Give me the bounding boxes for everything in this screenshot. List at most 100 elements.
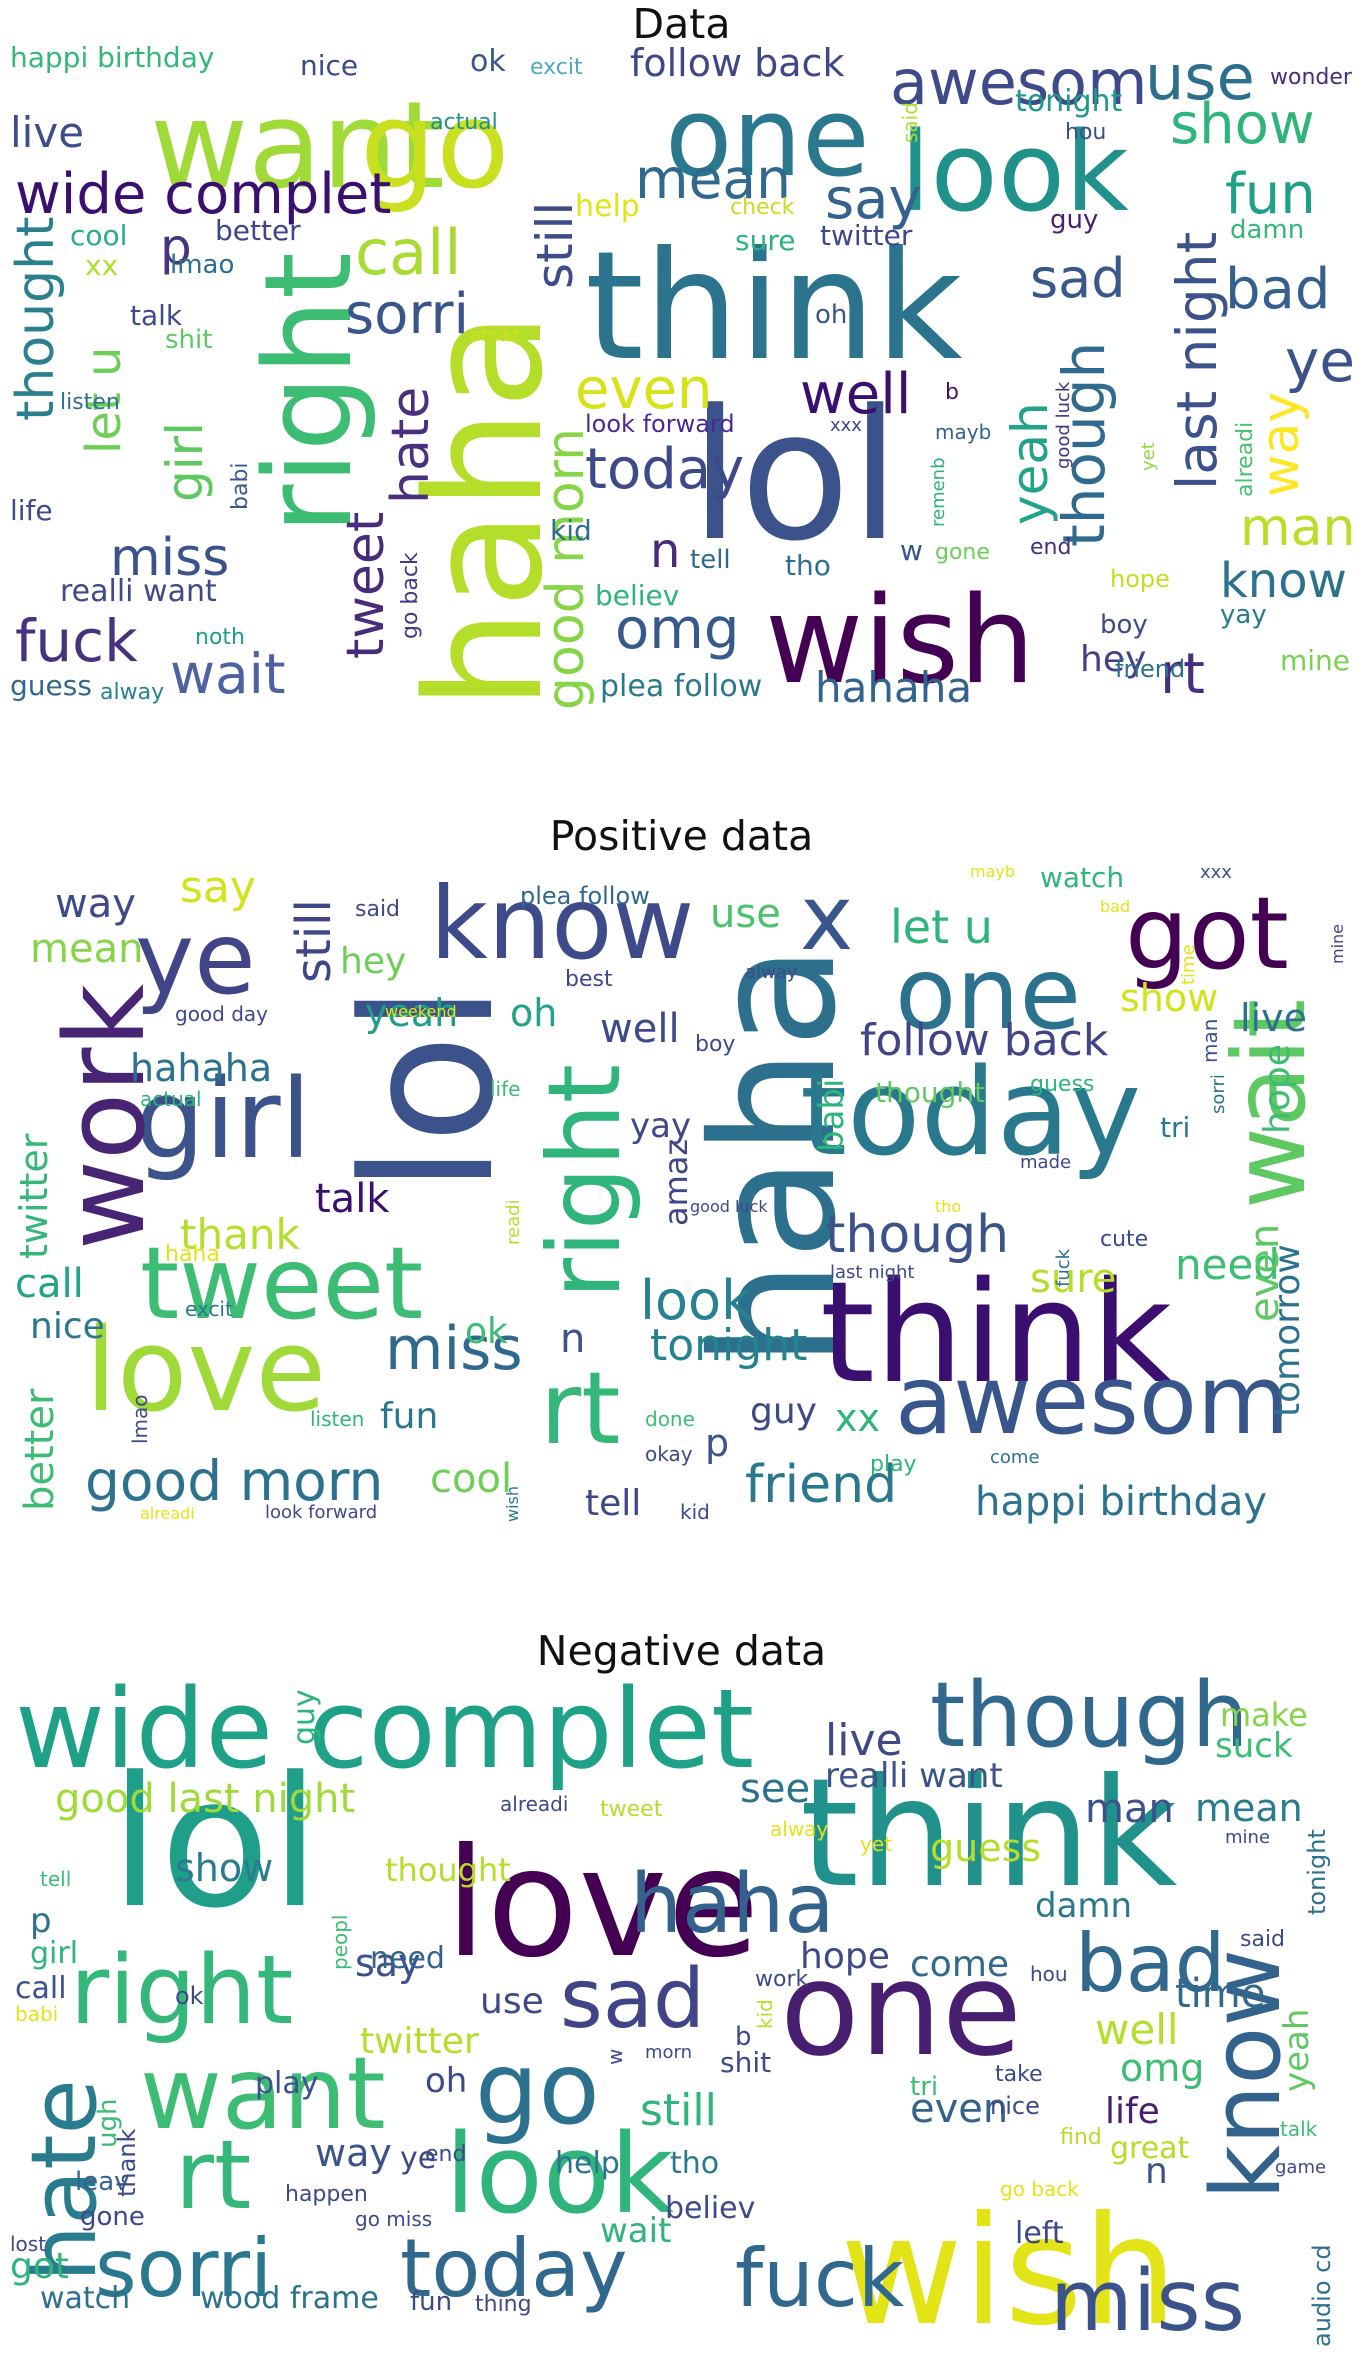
cloud-word: follow back (860, 1015, 1109, 1066)
cloud-word: mine (1328, 923, 1347, 964)
cloud-word: tonight (1015, 84, 1123, 119)
cloud-word: make (1220, 1696, 1308, 1734)
cloud-word: follow back (630, 42, 845, 85)
cloud-word: show (1120, 976, 1219, 1020)
cloud-word: fuck (1053, 1248, 1074, 1287)
cloud-word: better (17, 1388, 63, 1511)
cloud-word: go back (398, 552, 423, 639)
cloud-word: best (565, 967, 613, 992)
cloud-word: yet (1138, 442, 1159, 471)
cloud-word: ok (175, 1982, 204, 2010)
cloud-word: tri (1160, 1111, 1191, 1144)
panel-title-positive: Positive data (549, 812, 814, 860)
cloud-word: w (603, 2048, 627, 2065)
cloud-word: alway (770, 1817, 829, 1841)
cloud-word: tweet (336, 511, 396, 659)
cloud-word: tomorrow (1267, 1244, 1308, 1417)
cloud-word: tweet (600, 1797, 663, 1822)
cloud-word: alway (100, 680, 165, 705)
cloud-word: p (30, 1901, 52, 1941)
cloud-word: yeah (1001, 402, 1059, 525)
cloud-word: talk (1280, 2117, 1318, 2141)
cloud-word: tri (910, 2072, 939, 2102)
cloud-word: bad (1225, 257, 1331, 322)
cloud-word: xxx (1200, 862, 1232, 883)
cloud-word: well (600, 1006, 680, 1052)
cloud-word: use (710, 891, 781, 937)
cloud-word: excit (530, 55, 583, 80)
cloud-word: sorri (345, 282, 470, 347)
cloud-word: watch (40, 2281, 131, 2316)
panel-title-negative: Negative data (536, 1627, 827, 1675)
cloud-word: come (910, 1944, 1010, 1985)
cloud-word: call (15, 1971, 67, 2006)
cloud-word: help (555, 2146, 620, 2181)
cloud-word: plea follow (520, 882, 650, 910)
cloud-word: morn (645, 2042, 693, 2063)
cloud-word: use (1145, 42, 1255, 114)
cloud-word: work (755, 1967, 809, 1992)
cloud-word: sad (560, 1952, 706, 2047)
cloud-word: rt (540, 1350, 621, 1467)
cloud-word: miss (1050, 2252, 1245, 2349)
cloud-word: guess (1030, 1072, 1095, 1097)
cloud-word: miss (385, 1314, 523, 1384)
cloud-word: happen (285, 2182, 368, 2207)
cloud-word: p (705, 1421, 730, 1465)
cloud-word: tho (785, 549, 831, 582)
cloud-word: sorri (95, 2222, 273, 2315)
cloud-word: got (1125, 875, 1289, 992)
cloud-word: mine (1225, 1827, 1271, 1848)
cloud-word: cool (430, 1456, 513, 1502)
cloud-word: babi (228, 462, 253, 510)
cloud-word: gone (80, 2202, 145, 2232)
cloud-word: yay (630, 1106, 692, 1146)
cloud-word: life (10, 494, 53, 527)
cloud-word: n (1145, 2151, 1168, 2192)
cloud-word: girl (30, 1936, 79, 1971)
cloud-word: show (1170, 92, 1315, 157)
cloud-word: hate (381, 386, 441, 504)
cloud-word: lol (110, 1739, 321, 1948)
cloud-word: audio cd (1308, 2244, 1336, 2347)
cloud-word: man (1198, 1018, 1222, 1063)
cloud-word: wish (503, 1485, 522, 1522)
cloud-word: tho (670, 2146, 720, 2181)
cloud-word: okay (645, 1442, 693, 1466)
cloud-word: n (560, 1316, 586, 1362)
cloud-word: girl (156, 421, 214, 502)
cloud-word: right (526, 1064, 643, 1299)
cloud-word: life (490, 1077, 521, 1101)
cloud-word: good luck (1053, 381, 1074, 469)
cloud-word: even (910, 2086, 1009, 2132)
cloud-word: peopl (328, 1914, 352, 1971)
cloud-word: fun (380, 1396, 439, 1437)
cloud-word: cool (70, 219, 128, 252)
cloud-word: great (1110, 2131, 1190, 2166)
cloud-word: see (740, 1766, 811, 1812)
cloud-word: realli want (60, 574, 217, 609)
cloud-word: awesom (895, 1346, 1290, 1456)
cloud-word: hey (340, 941, 407, 982)
cloud-word: go (475, 2030, 600, 2147)
cloud-word: wide complet (15, 162, 392, 227)
cloud-word: live (1240, 996, 1307, 1040)
cloud-word: yeah (1277, 2008, 1317, 2092)
cloud-word: leav (75, 2167, 130, 2197)
cloud-word: one (665, 73, 870, 201)
cloud-word: guy (1050, 205, 1099, 235)
cloud-word: go back (1000, 2177, 1079, 2201)
cloud-word: guy (287, 1689, 322, 1745)
cloud-word: fuck (735, 2232, 905, 2325)
cloud-word: listen (60, 390, 120, 415)
cloud-word: mayb (935, 420, 992, 444)
cloud-word: guess (10, 669, 92, 702)
cloud-word: believ (595, 579, 680, 612)
cloud-word: haha (165, 1242, 220, 1267)
cloud-word: readi (503, 1199, 524, 1245)
cloud-word: game (1275, 2157, 1327, 2178)
cloud-word: though (930, 1669, 1249, 1768)
cloud-word: thought (6, 216, 66, 421)
cloud-word: said (898, 102, 922, 143)
cloud-word: check (730, 195, 795, 220)
